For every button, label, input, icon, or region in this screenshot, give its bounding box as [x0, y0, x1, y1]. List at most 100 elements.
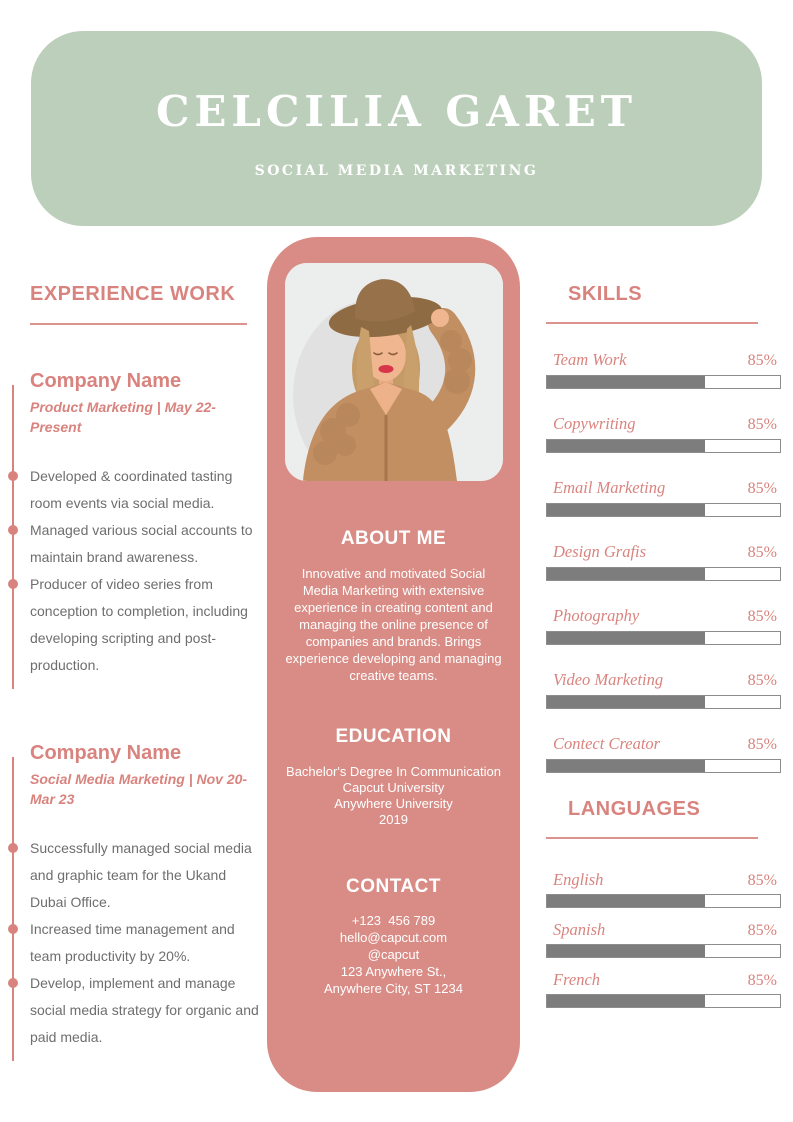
skill-row: Team Work 85%: [546, 350, 781, 389]
skills-heading: SKILLS: [568, 283, 643, 305]
language-bar: [546, 944, 781, 958]
company-name: Company Name: [30, 742, 182, 764]
skill-bar: [546, 695, 781, 709]
skill-percent: 85%: [747, 736, 777, 753]
skill-bar: [546, 631, 781, 645]
timeline-line: [11, 385, 14, 689]
language-row: English 85%: [546, 870, 781, 908]
language-name: English: [553, 870, 604, 889]
skill-label-row: Contect Creator 85%: [546, 734, 781, 753]
skill-name: Email Marketing: [553, 478, 666, 497]
job-entry: Company Name Social Media Marketing | No…: [7, 742, 264, 1061]
job-meta: Social Media Marketing | Nov 20-Mar 23: [30, 771, 248, 807]
skill-percent: 85%: [747, 608, 777, 625]
skill-label-row: Design Grafis 85%: [546, 542, 781, 561]
education-lines: Bachelor's Degree In Communication Capcu…: [267, 764, 520, 828]
contact-line: Anywhere City, ST 1234: [324, 981, 463, 996]
contact-line: 123 Anywhere St.,: [340, 964, 447, 979]
experience-heading: EXPERIENCE WORK: [30, 283, 236, 305]
job-bullet-list: Developed & coordinated tasting room eve…: [7, 463, 264, 679]
education-heading: EDUCATION: [335, 726, 452, 747]
skill-bar: [546, 759, 781, 773]
language-label-row: Spanish 85%: [546, 920, 781, 939]
skill-percent: 85%: [747, 416, 777, 433]
language-bar: [546, 894, 781, 908]
skill-bar-fill: [547, 504, 706, 516]
job-meta: Product Marketing | May 22-Present: [30, 399, 216, 435]
skill-label-row: Team Work 85%: [546, 350, 781, 369]
job-bullet: Producer of video series from conception…: [7, 571, 264, 679]
job-bullet: Successfully managed social media and gr…: [7, 835, 264, 916]
skill-row: Copywriting 85%: [546, 414, 781, 453]
job-bullet: Increased time management and team produ…: [7, 916, 264, 970]
skill-bar-fill: [547, 696, 706, 708]
job-entry: Company Name Product Marketing | May 22-…: [7, 371, 264, 689]
languages-divider: [546, 837, 758, 839]
skill-bar: [546, 503, 781, 517]
portrait-illustration: [284, 263, 503, 481]
skill-bar-fill: [547, 760, 706, 772]
skill-name: Contect Creator: [553, 734, 661, 753]
job-list: Company Name Product Marketing | May 22-…: [7, 371, 264, 1061]
skill-bar: [546, 375, 781, 389]
language-row: Spanish 85%: [546, 920, 781, 958]
language-percent: 85%: [747, 922, 777, 939]
skills-section: SKILLS Team Work 85% Copywriting: [546, 283, 781, 1020]
about-text: Innovative and motivated Social Media Ma…: [285, 566, 502, 683]
education-line: Bachelor's Degree In Communication: [286, 764, 501, 779]
language-name: Spanish: [553, 920, 606, 939]
skill-bar: [546, 439, 781, 453]
skill-percent: 85%: [747, 480, 777, 497]
skill-label-row: Video Marketing 85%: [546, 670, 781, 689]
person-name: CELCILIA GARET: [155, 87, 638, 136]
about-heading: ABOUT ME: [340, 528, 447, 549]
education-line: Capcut University: [342, 780, 445, 795]
language-bar: [546, 994, 781, 1008]
language-percent: 85%: [747, 872, 777, 889]
skill-percent: 85%: [747, 672, 777, 689]
person-role: SOCIAL MEDIA MARKETING: [254, 163, 539, 179]
experience-divider: [30, 323, 247, 325]
job-bullet: Develop, implement and manage social med…: [7, 970, 264, 1051]
skill-name: Copywriting: [553, 414, 636, 433]
profile-panel: ABOUT ME Innovative and motivated Social…: [267, 237, 520, 1092]
skills-list: Team Work 85% Copywriting 85%: [546, 350, 781, 773]
education-line: 2019: [379, 812, 408, 827]
skill-row: Email Marketing 85%: [546, 478, 781, 517]
profile-photo: [284, 263, 503, 481]
contact-lines: +123 456 789 hello@capcut.com @capcut 12…: [267, 912, 520, 997]
language-row: French 85%: [546, 970, 781, 1008]
languages-list: English 85% Spanish 85%: [546, 870, 781, 1008]
contact-heading: CONTACT: [346, 876, 441, 897]
skill-name: Video Marketing: [553, 670, 664, 689]
skill-row: Photography 85%: [546, 606, 781, 645]
skill-bar-fill: [547, 568, 706, 580]
skill-name: Photography: [553, 606, 640, 625]
skill-row: Design Grafis 85%: [546, 542, 781, 581]
skill-name: Design Grafis: [553, 542, 647, 561]
language-percent: 85%: [747, 972, 777, 989]
language-bar-fill: [547, 995, 706, 1007]
timeline-line: [11, 757, 14, 1061]
contact-line: +123 456 789: [351, 913, 436, 928]
skill-row: Contect Creator 85%: [546, 734, 781, 773]
language-name: French: [553, 970, 601, 989]
job-bullet-list: Successfully managed social media and gr…: [7, 835, 264, 1051]
skill-bar-fill: [547, 632, 706, 644]
skill-name: Team Work: [553, 350, 627, 369]
language-bar-fill: [547, 945, 706, 957]
language-bar-fill: [547, 895, 706, 907]
skill-percent: 85%: [747, 352, 777, 369]
language-label-row: English 85%: [546, 870, 781, 889]
job-bullet: Managed various social accounts to maint…: [7, 517, 264, 571]
experience-section: EXPERIENCE WORK Company Name Product Mar…: [7, 283, 264, 1061]
skill-label-row: Photography 85%: [546, 606, 781, 625]
skill-row: Video Marketing 85%: [546, 670, 781, 709]
skill-bar-fill: [547, 440, 706, 452]
skills-divider: [546, 322, 758, 324]
language-label-row: French 85%: [546, 970, 781, 989]
skill-bar-fill: [547, 376, 706, 388]
skill-bar: [546, 567, 781, 581]
skill-label-row: Email Marketing 85%: [546, 478, 781, 497]
